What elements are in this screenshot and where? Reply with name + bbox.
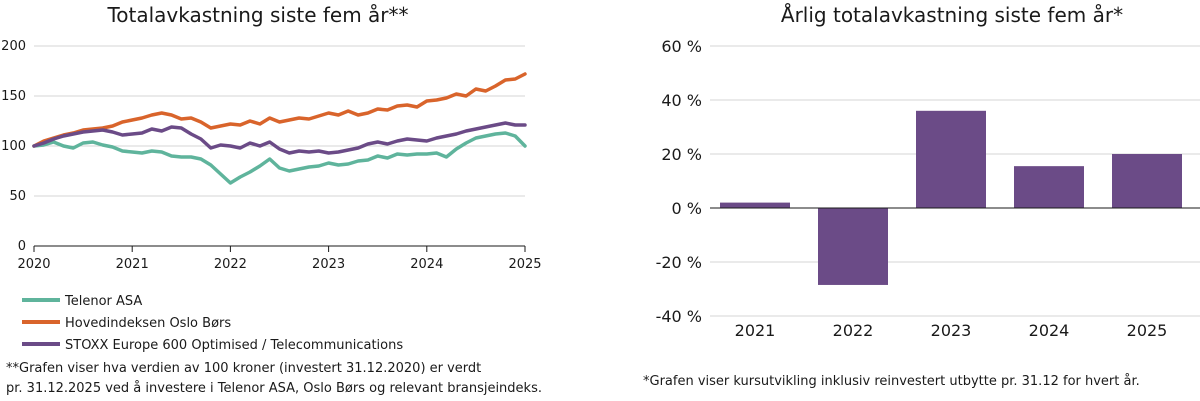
bar-chart-y-tick-label: 20 %	[661, 145, 702, 164]
bar-chart-x-tick-label: 2022	[833, 321, 874, 340]
bar-2025	[1112, 154, 1182, 208]
bar-chart-x-tick-label: 2023	[931, 321, 972, 340]
legend-item-oslo-bors: Hovedindeksen Oslo Børs	[22, 316, 231, 331]
bar-2023	[916, 110, 986, 208]
line-chart-y-tick-label: 50	[9, 189, 26, 204]
footnote-left-line2: pr. 31.12.2025 ved å investere i Telenor…	[6, 381, 542, 396]
line-chart-legend: Telenor ASA Hovedindeksen Oslo Børs STOX…	[22, 294, 403, 353]
line-chart-y-ticks: 0 50 100 150 200	[1, 39, 26, 254]
line-chart-x-tick-label: 2022	[214, 257, 247, 272]
line-chart-x-ticks: 2020 2021 2022 2023 2024 2025	[17, 246, 542, 272]
line-chart-x-tick-label: 2023	[312, 257, 345, 272]
bar-chart-y-tick-label: 60 %	[661, 37, 702, 56]
line-chart-x-tick-label: 2020	[17, 257, 50, 272]
series-line-1	[32, 72, 527, 148]
line-chart-x-tick-label: 2021	[116, 257, 149, 272]
bar-chart-x-ticks: 2021 2022 2023 2024 2025	[735, 321, 1168, 340]
bar-chart-x-tick-label: 2024	[1029, 321, 1070, 340]
line-chart-title: Totalavkastning siste fem år**	[106, 3, 408, 27]
legend-item-telenor: Telenor ASA	[22, 294, 142, 309]
bar-chart-y-ticks: 60 % 40 % 20 % 0 % -20 % -40 %	[656, 37, 702, 326]
bar-chart-title: Årlig totalavkastning siste fem år*	[781, 3, 1123, 27]
legend-item-stoxx: STOXX Europe 600 Optimised / Telecommuni…	[22, 338, 403, 353]
bar-chart-y-tick-label: 40 %	[661, 91, 702, 110]
bar-chart-bars	[710, 110, 1200, 285]
bar-chart-gridlines	[710, 45, 1200, 317]
footnote-left-line1: **Grafen viser hva verdien av 100 kroner…	[6, 361, 481, 376]
bar-chart-y-tick-label: -20 %	[656, 253, 702, 272]
series-line-2	[32, 121, 527, 155]
bar-chart-x-tick-label: 2025	[1127, 321, 1168, 340]
legend-label: Hovedindeksen Oslo Børs	[65, 316, 231, 331]
bar-chart-y-tick-label: -40 %	[656, 307, 702, 326]
line-chart-x-tick-label: 2024	[410, 257, 443, 272]
line-chart-y-tick-label: 0	[18, 239, 26, 254]
bar-chart: Årlig totalavkastning siste fem år* 60 %…	[656, 3, 1200, 340]
bar-2024	[1014, 166, 1084, 208]
legend-label: Telenor ASA	[64, 294, 142, 309]
line-chart-y-tick-label: 150	[1, 89, 26, 104]
series-line-0	[32, 131, 527, 185]
line-chart: Totalavkastning siste fem år** 0 50 100 150…	[1, 3, 541, 272]
line-chart-x-tick-label: 2025	[508, 257, 541, 272]
line-chart-y-tick-label: 100	[1, 139, 26, 154]
line-chart-y-tick-label: 200	[1, 39, 26, 54]
line-chart-gridlines	[34, 45, 525, 247]
bar-2021	[720, 202, 790, 208]
legend-label: STOXX Europe 600 Optimised / Telecommuni…	[65, 338, 403, 353]
line-chart-series	[32, 72, 527, 185]
footnote-right: *Grafen viser kursutvikling inklusiv rei…	[643, 374, 1140, 389]
bar-chart-y-tick-label: 0 %	[672, 199, 702, 218]
bar-chart-x-tick-label: 2021	[735, 321, 776, 340]
bar-2022	[818, 208, 888, 285]
